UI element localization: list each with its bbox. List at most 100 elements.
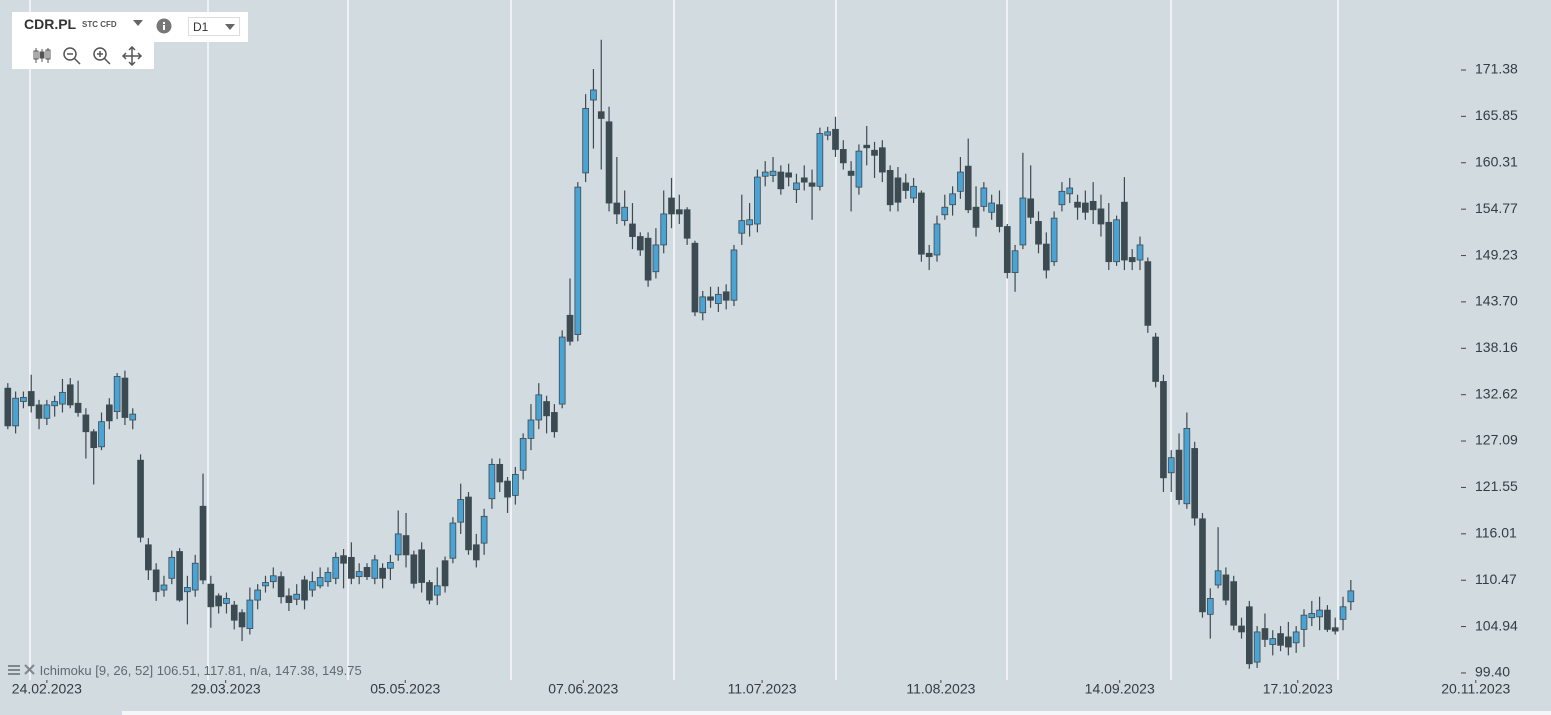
candle-body bbox=[886, 169, 894, 206]
y-tick-label: 165.85 bbox=[1475, 107, 1518, 123]
timeframe-dropdown bbox=[225, 24, 235, 30]
candle-body bbox=[1285, 636, 1292, 648]
candle-body bbox=[449, 522, 457, 559]
candle-body bbox=[933, 223, 941, 256]
candle-body bbox=[824, 131, 832, 136]
candle-body bbox=[137, 459, 144, 538]
y-tick-label: 132.62 bbox=[1475, 385, 1518, 401]
candle-body bbox=[332, 556, 340, 579]
candle-body bbox=[754, 176, 761, 225]
candle-body bbox=[105, 404, 113, 422]
candle-body bbox=[1167, 457, 1175, 474]
candle-body bbox=[82, 414, 90, 433]
candle-body bbox=[668, 197, 675, 215]
candle-body bbox=[1003, 226, 1011, 273]
timeframe-select[interactable]: D1 bbox=[188, 17, 240, 36]
candle-body bbox=[1183, 427, 1191, 505]
candle-body bbox=[707, 296, 714, 301]
candle-body bbox=[1347, 590, 1355, 603]
candle-body bbox=[1011, 250, 1019, 273]
candle-body bbox=[309, 581, 316, 591]
candle-body bbox=[629, 223, 636, 237]
symbol[interactable]: CDR.PL bbox=[24, 16, 77, 32]
candle-body bbox=[152, 569, 160, 593]
candle-body bbox=[800, 177, 808, 183]
candle-body bbox=[980, 187, 988, 207]
indicator-icons[interactable] bbox=[8, 664, 36, 676]
candle-body bbox=[613, 202, 621, 215]
candle-body bbox=[730, 249, 738, 301]
candle-body bbox=[223, 598, 230, 604]
candle-body bbox=[660, 213, 668, 246]
candle-body bbox=[59, 391, 66, 405]
candle-body bbox=[277, 576, 285, 598]
candle-body bbox=[816, 133, 824, 187]
x-tick-label: 29.03.2023 bbox=[191, 681, 261, 697]
candle-body bbox=[90, 431, 98, 449]
candle-body bbox=[1152, 336, 1159, 382]
candle-body bbox=[590, 89, 597, 101]
candle-body bbox=[184, 587, 191, 593]
candle-body bbox=[566, 314, 574, 342]
zoom-in-icon[interactable] bbox=[92, 46, 112, 66]
candle-body bbox=[551, 412, 558, 433]
candle-body bbox=[1058, 190, 1066, 206]
pan-icon[interactable] bbox=[122, 46, 142, 66]
candle-body bbox=[176, 551, 183, 601]
candle-body bbox=[1027, 198, 1035, 218]
candle-body bbox=[480, 515, 488, 544]
candle-body bbox=[488, 463, 496, 500]
candle-body bbox=[1238, 625, 1245, 633]
candle-body bbox=[472, 544, 480, 561]
candle-body bbox=[1097, 208, 1105, 225]
candle-body bbox=[863, 144, 871, 149]
candle-body bbox=[543, 401, 550, 417]
candle-body bbox=[1074, 201, 1081, 208]
month-separators bbox=[29, 0, 1339, 680]
candle-body bbox=[121, 377, 129, 418]
indicator-legend: Ichimoku [9, 26, 52] 106.51, 117.81, n/a… bbox=[8, 663, 362, 678]
candle-body bbox=[207, 583, 215, 608]
candle-body bbox=[433, 585, 441, 596]
info-icon[interactable] bbox=[156, 18, 172, 34]
x-tick-label: 11.08.2023 bbox=[906, 681, 975, 697]
zoom-out-icon[interactable] bbox=[62, 46, 82, 66]
candle-body bbox=[832, 128, 839, 150]
timeframe: D1 bbox=[193, 20, 209, 34]
x-tick-label: 11.07.2023 bbox=[728, 681, 797, 697]
candle-body bbox=[1245, 606, 1253, 665]
candle-body bbox=[769, 170, 777, 176]
candle-body bbox=[418, 549, 425, 583]
candle-body bbox=[199, 505, 207, 581]
toolbar: CDR.PL STC CFD D1 bbox=[12, 12, 248, 69]
chart-type-icon[interactable] bbox=[32, 46, 52, 66]
candle-body bbox=[1199, 518, 1206, 613]
candle-body bbox=[972, 206, 980, 228]
candle-body bbox=[855, 150, 863, 188]
candle-body bbox=[12, 397, 19, 427]
y-tick-label: 121.55 bbox=[1475, 478, 1518, 494]
tool-icons bbox=[12, 42, 154, 69]
candle-body bbox=[402, 535, 410, 556]
candle-body bbox=[355, 571, 363, 578]
candle-body bbox=[699, 296, 707, 314]
candle-body bbox=[74, 402, 82, 413]
candle-body bbox=[996, 204, 1003, 227]
y-tick-label: 171.38 bbox=[1475, 61, 1518, 77]
candle-body bbox=[340, 555, 347, 564]
candle-body bbox=[1050, 217, 1058, 263]
candle-body bbox=[527, 419, 535, 439]
candle-body bbox=[1308, 613, 1316, 619]
candle-body bbox=[519, 438, 527, 471]
candle-body bbox=[582, 107, 589, 174]
candle-body bbox=[918, 192, 925, 255]
y-tick-label: 104.94 bbox=[1475, 617, 1518, 633]
bottom-strip bbox=[122, 711, 1551, 715]
candle-body bbox=[1089, 200, 1097, 211]
candle-body bbox=[1191, 448, 1198, 519]
candle-body bbox=[1206, 598, 1214, 615]
candle-body bbox=[316, 577, 324, 587]
candle-body bbox=[535, 394, 543, 421]
symbol-dropdown[interactable] bbox=[132, 19, 144, 27]
